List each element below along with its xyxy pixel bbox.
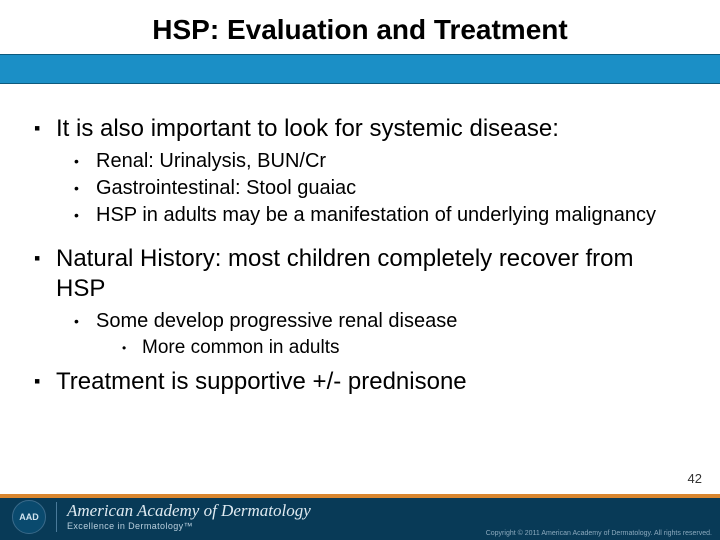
footer-accent-bar [0,494,720,498]
dot-bullet-icon: • [122,336,142,356]
bullet-text: More common in adults [142,336,339,360]
org-tagline: Excellence in Dermatology™ [67,522,311,532]
bullet-text: It is also important to look for systemi… [56,114,559,143]
slide-content: ▪ It is also important to look for syste… [0,86,720,396]
bullet-level-1: ▪ Treatment is supportive +/- prednisone [34,367,686,396]
bullet-text: Gastrointestinal: Stool guaiac [96,176,356,201]
bullet-level-1: ▪ It is also important to look for syste… [34,114,686,143]
bullet-text: HSP in adults may be a manifestation of … [96,203,656,228]
square-bullet-icon: ▪ [34,367,56,393]
org-name: American Academy of Dermatology [67,502,311,521]
footer-text-block: American Academy of Dermatology Excellen… [67,502,311,532]
dot-bullet-icon: • [74,176,96,198]
bullet-level-2: • HSP in adults may be a manifestation o… [74,203,686,228]
footer-divider [56,502,57,532]
copyright-text: Copyright © 2011 American Academy of Der… [486,530,712,537]
bullet-text: Some develop progressive renal disease [96,309,457,334]
bullet-text: Natural History: most children completel… [56,244,686,303]
square-bullet-icon: ▪ [34,244,56,270]
aad-logo-badge: AAD [12,500,46,534]
bullet-level-2: • Some develop progressive renal disease [74,309,686,334]
page-number: 42 [688,471,702,486]
slide-footer: AAD American Academy of Dermatology Exce… [0,494,720,540]
bullet-level-3: • More common in adults [122,336,686,360]
bullet-level-2: • Renal: Urinalysis, BUN/Cr [74,149,686,174]
square-bullet-icon: ▪ [34,114,56,140]
bullet-level-2: • Gastrointestinal: Stool guaiac [74,176,686,201]
slide-header: HSP: Evaluation and Treatment [0,0,720,86]
dot-bullet-icon: • [74,149,96,171]
bullet-text: Renal: Urinalysis, BUN/Cr [96,149,326,174]
dot-bullet-icon: • [74,309,96,331]
slide-title: HSP: Evaluation and Treatment [0,0,720,54]
bullet-level-1: ▪ Natural History: most children complet… [34,244,686,303]
bullet-text: Treatment is supportive +/- prednisone [56,367,467,396]
dot-bullet-icon: • [74,203,96,225]
header-blue-band [0,54,720,84]
